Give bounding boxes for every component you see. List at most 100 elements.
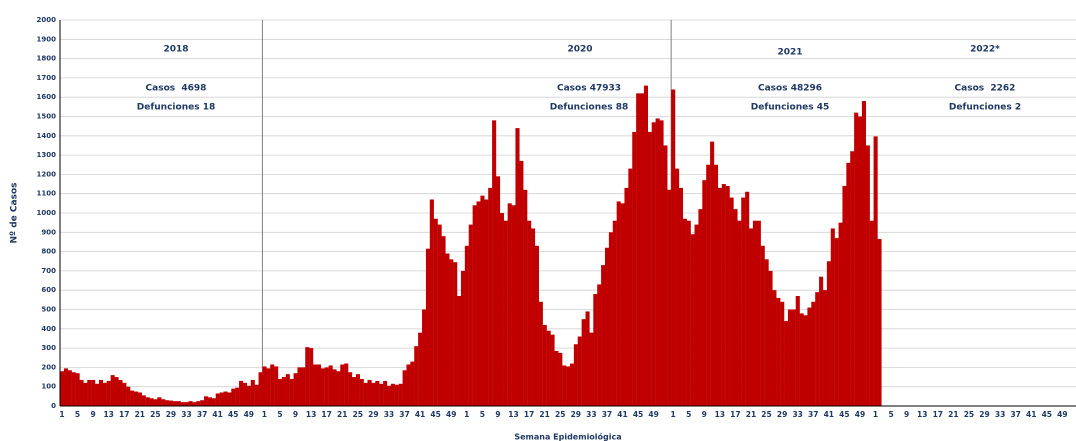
bar [694,224,699,406]
bar [379,383,384,406]
bar [558,352,563,406]
bar [254,384,259,406]
bar [577,336,582,406]
bar [608,232,613,406]
bar [87,379,92,406]
bar [63,368,68,406]
bar [554,350,559,406]
bar [616,201,621,406]
bar [846,162,851,406]
x-tick-label: 37 [808,410,818,419]
bar [830,228,835,406]
x-tick-label: 37 [197,410,207,419]
bar [822,290,828,406]
bar [375,380,380,406]
x-tick-label: 25 [761,410,771,419]
bar [133,391,139,406]
bar [861,101,866,406]
x-tick-label: 29 [571,410,581,419]
x-tick-label: 9 [293,410,298,419]
bar [713,164,719,406]
x-tick-label: 21 [337,410,347,419]
bar [593,294,598,406]
x-tick-label: 45 [633,410,643,419]
x-tick-label: 17 [730,410,740,419]
annotation: Defunciones 45 [751,103,829,113]
bar [71,372,76,406]
bar [492,120,497,407]
x-tick-label: 49 [446,410,456,419]
bar [386,385,392,406]
bar [675,168,680,406]
bar [865,145,870,406]
bar [324,367,329,406]
bar [149,398,154,406]
x-tick-label: 29 [368,410,378,419]
bar [184,402,189,406]
bar [126,386,131,406]
bar [784,321,789,406]
y-tick-label: 1900 [37,35,57,43]
y-tick-label: 400 [41,325,56,333]
bar [231,388,236,406]
bar [60,371,65,406]
bar [258,372,263,406]
bar [246,385,251,406]
bar [79,379,84,406]
x-tick-label: 45 [228,410,238,419]
x-tick-label: 5 [686,410,691,419]
bar [464,245,469,406]
bar [542,324,547,406]
y-tick-label: 1800 [37,55,57,63]
bar [437,224,442,406]
bar [480,195,485,406]
bar [620,203,625,406]
bar [838,222,843,406]
bar [460,270,466,406]
x-tick-label: 5 [480,410,485,419]
bar [235,387,240,406]
bar [842,185,847,406]
x-tick-label: 1 [464,410,469,419]
x-tick-label: 37 [602,410,612,419]
y-tick-label: 700 [41,267,56,275]
bar [877,239,882,406]
bar [628,168,633,406]
bar [316,364,322,406]
bar [98,379,104,406]
bar [495,176,501,406]
bar [402,370,407,406]
bar [624,187,629,406]
bar [690,234,695,406]
bar [640,93,645,406]
x-tick-label: 49 [855,410,865,419]
bar [328,365,333,406]
x-tick-label: 21 [539,410,549,419]
bar [340,364,345,406]
y-tick-label: 800 [41,248,56,256]
bar [472,205,477,406]
bar [344,363,349,406]
bar [297,367,302,406]
bar [75,373,80,406]
bar [83,382,88,406]
annotation: Casos 47933 [557,84,621,94]
x-tick-label: 49 [244,410,254,419]
bar [597,284,602,406]
x-axis-title: Semana Epidemiológica [514,432,621,441]
bar [145,397,150,406]
bar [320,368,325,406]
x-tick-label: 33 [384,410,394,419]
x-tick-label: 9 [904,410,909,419]
bar [157,397,162,406]
bar [414,346,419,406]
x-tick-label: 37 [1010,410,1020,419]
bar [192,402,197,406]
bar [612,220,617,406]
bar [429,199,434,406]
bar [507,203,512,406]
bar [733,209,738,406]
bar [332,369,337,406]
x-tick-label: 29 [979,410,989,419]
